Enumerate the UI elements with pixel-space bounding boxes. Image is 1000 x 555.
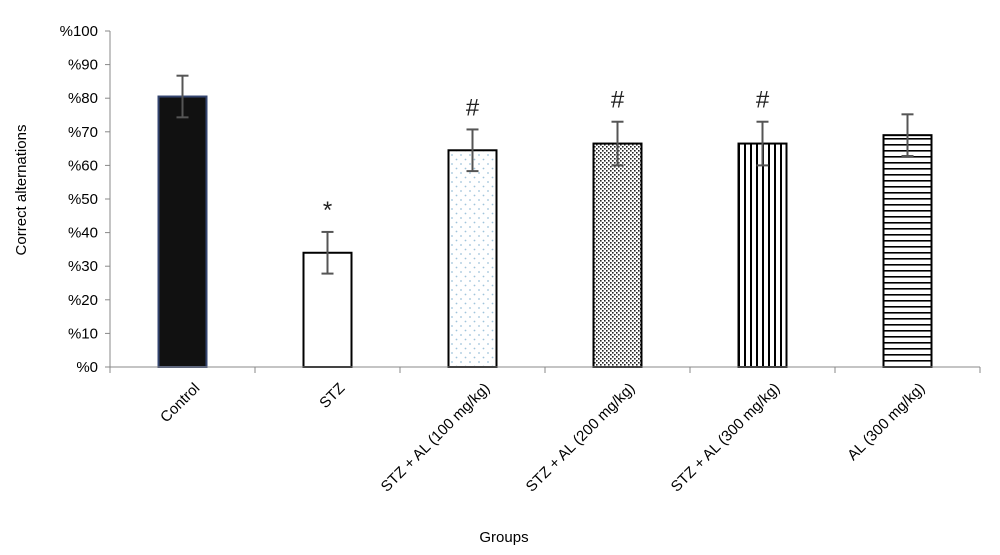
bar bbox=[592, 142, 643, 368]
y-tick-label: %40 bbox=[68, 225, 98, 242]
x-tick-label: STZ + AL (200 mg/kg) bbox=[523, 380, 639, 496]
y-tick-label: %80 bbox=[68, 90, 98, 107]
x-tick-label: STZ + AL (100 mg/kg) bbox=[378, 380, 494, 496]
significance-marker: # bbox=[756, 87, 770, 114]
x-tick-label: AL (300 mg/kg) bbox=[844, 380, 928, 464]
y-tick-label: %90 bbox=[68, 57, 98, 74]
bar bbox=[882, 134, 933, 368]
y-tick-label: %50 bbox=[68, 191, 98, 208]
y-tick-label: %60 bbox=[68, 157, 98, 174]
significance-marker: # bbox=[611, 87, 625, 114]
y-tick-label: %20 bbox=[68, 292, 98, 309]
bar bbox=[737, 142, 788, 368]
x-axis-ticks: Control STZ STZ + AL (100 mg/kg) STZ + AL (… bbox=[109, 367, 981, 496]
y-tick-label: %100 bbox=[60, 23, 98, 40]
y-tick-label: %70 bbox=[68, 124, 98, 141]
y-axis-ticks: %0 %10 %20 %30 %40 %50 %60 %70 %80 %90 %100 bbox=[60, 23, 110, 376]
x-tick-label: Control bbox=[157, 380, 203, 426]
x-axis-title: Groups bbox=[479, 529, 528, 546]
significance-marker: # bbox=[466, 94, 480, 121]
bar bbox=[157, 95, 208, 369]
x-tick-label: STZ + AL (300 mg/kg) bbox=[668, 380, 784, 496]
x-tick-label: STZ bbox=[316, 380, 348, 412]
bars: * # # # bbox=[157, 74, 933, 369]
y-axis-title: Correct alternations bbox=[13, 125, 30, 256]
bar bbox=[447, 149, 498, 368]
significance-marker: * bbox=[323, 197, 332, 224]
y-tick-label: %0 bbox=[76, 359, 98, 376]
y-tick-label: %10 bbox=[68, 325, 98, 342]
y-tick-label: %30 bbox=[68, 258, 98, 275]
